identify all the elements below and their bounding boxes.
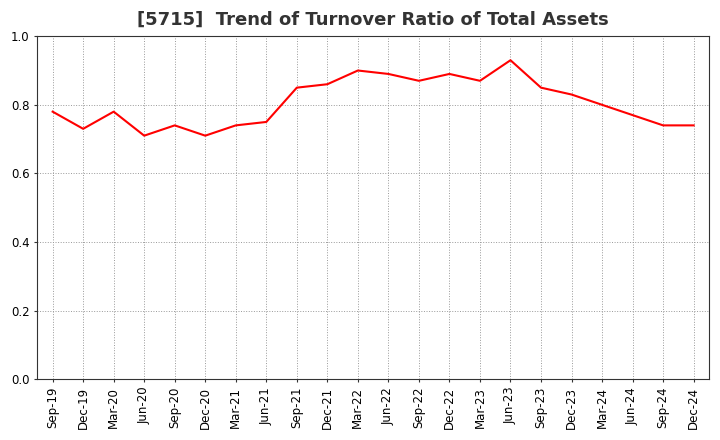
Title: [5715]  Trend of Turnover Ratio of Total Assets: [5715] Trend of Turnover Ratio of Total …	[138, 11, 609, 29]
